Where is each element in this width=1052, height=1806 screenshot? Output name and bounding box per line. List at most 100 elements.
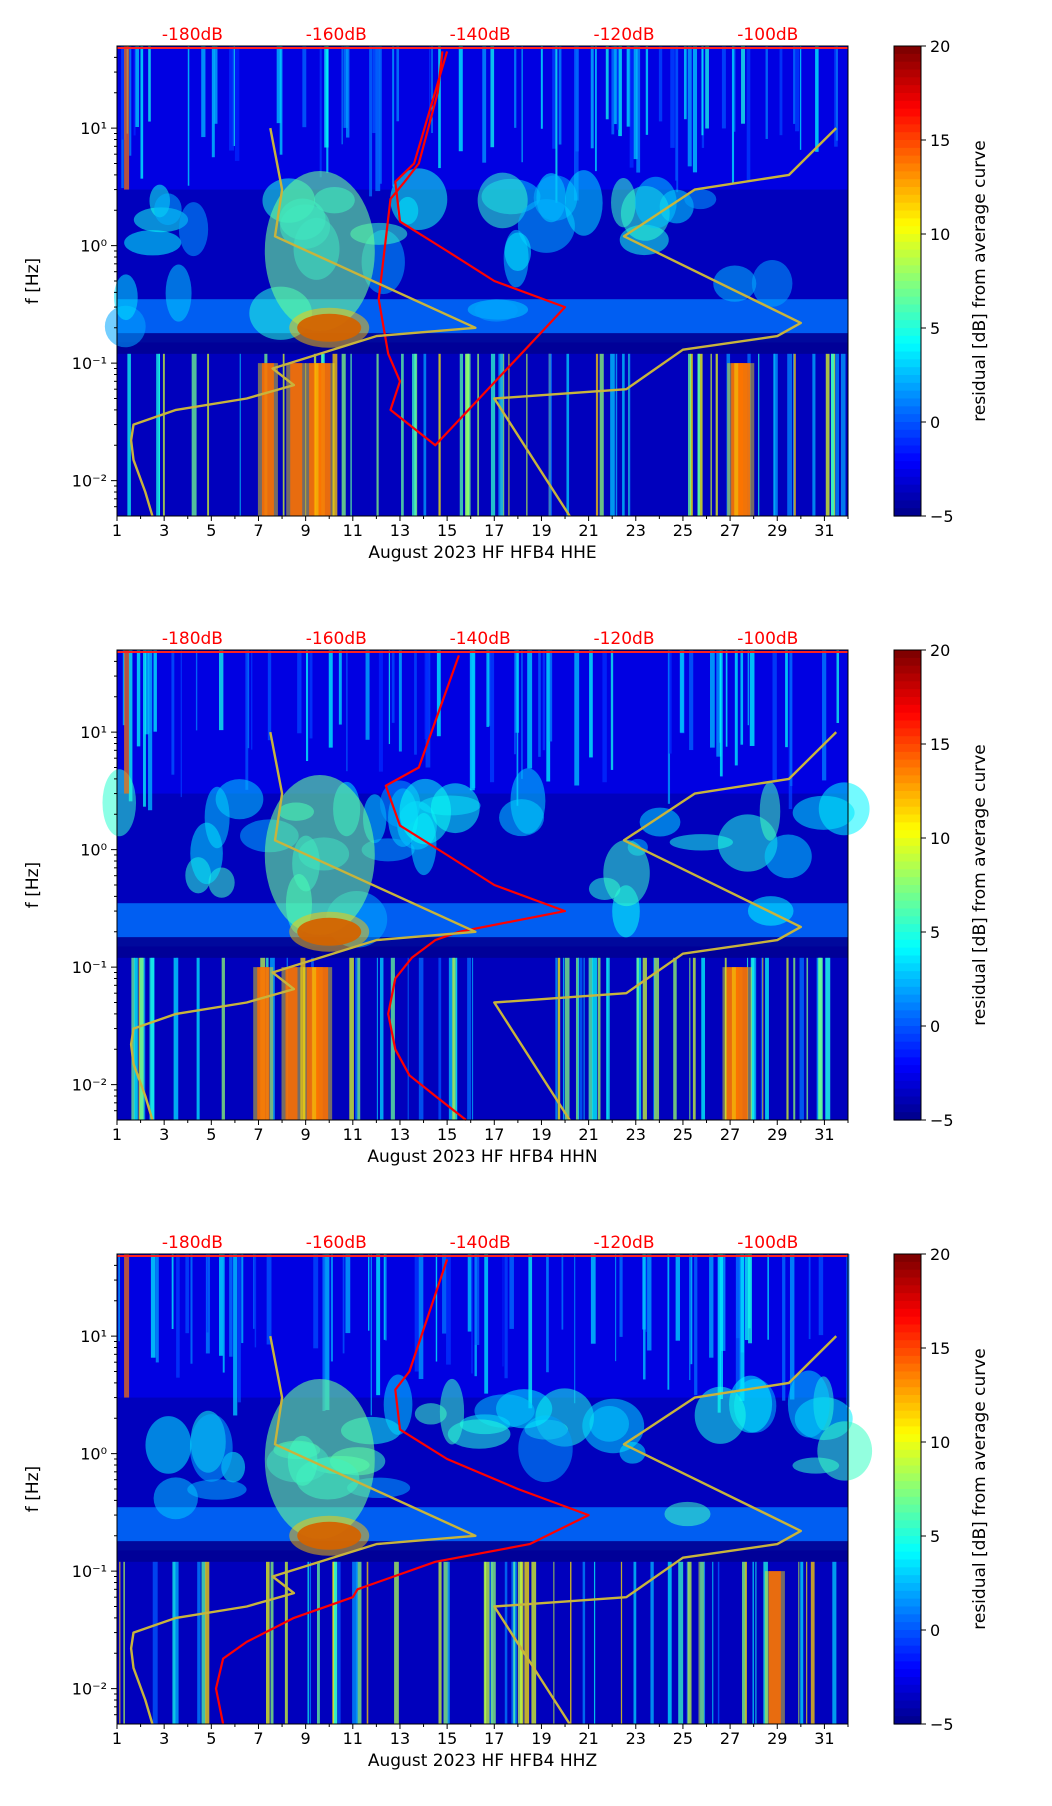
heatmap-stripe — [129, 46, 132, 156]
heatmap-stripe — [546, 650, 551, 782]
colorbar-segment — [894, 461, 921, 470]
colorbar-segment — [894, 908, 921, 917]
colorbar-segment — [894, 877, 921, 886]
colorbar-segment — [894, 689, 921, 698]
heatmap-stripe — [355, 957, 358, 1120]
heatmap-stripe — [733, 46, 736, 132]
colorbar-segment — [894, 932, 921, 941]
colorbar-tick-label: 5 — [930, 923, 940, 942]
heatmap-stripe — [438, 46, 441, 169]
heatmap-stripe — [755, 1561, 757, 1724]
colorbar-tick-label: −5 — [930, 1715, 954, 1734]
heatmap-stripe — [418, 1254, 424, 1380]
heatmap-blob — [787, 1370, 830, 1438]
heatmap-stripe — [490, 353, 496, 516]
heatmap-stripe — [622, 353, 625, 516]
colorbar-segment — [894, 704, 921, 714]
heatmap-stripe — [162, 353, 165, 516]
heatmap-stripe — [570, 1561, 572, 1724]
heatmap-stripe — [588, 957, 593, 1120]
colorbar-segment — [894, 210, 921, 219]
db-scale-label: -160dB — [306, 25, 367, 45]
x-tick-label: 21 — [578, 1125, 598, 1144]
colorbar-segment — [894, 375, 921, 384]
heatmap-stripe — [610, 353, 615, 516]
colorbar-segment — [894, 1073, 921, 1082]
db-scale-label: -180dB — [162, 629, 223, 649]
colorbar-segment — [894, 1504, 921, 1514]
heatmap-stripe — [636, 46, 641, 173]
heatmap-texture — [104, 46, 848, 516]
colorbar-segment — [894, 744, 921, 753]
heatmap-stripe — [486, 650, 490, 727]
colorbar-segment — [894, 712, 921, 722]
colorbar-segment — [894, 1716, 921, 1725]
heatmap-stripe — [590, 1254, 596, 1344]
colorbar-tick-label: 5 — [930, 319, 940, 338]
heatmap-edge-column — [124, 46, 130, 190]
colorbar-segment — [894, 265, 921, 274]
colorbar-segment — [894, 288, 921, 298]
heatmap-blob — [664, 1501, 711, 1527]
heatmap-stripe — [140, 957, 145, 1120]
heatmap-stripe — [689, 353, 693, 516]
heatmap-stripe — [453, 957, 457, 1120]
x-tick-label: 19 — [531, 1729, 551, 1748]
colorbar-segment — [894, 1348, 921, 1357]
heatmap-stripe — [692, 46, 698, 173]
heatmap-stripe — [309, 650, 313, 739]
colorbar-segment — [894, 1598, 921, 1608]
heatmap-stripe — [579, 957, 583, 1120]
heatmap-blob — [165, 264, 192, 322]
colorbar-segment — [894, 759, 921, 769]
colorbar-segment — [894, 241, 921, 251]
x-tick-label: 15 — [437, 1729, 457, 1748]
colorbar-segment — [894, 1645, 921, 1655]
heatmap-stripe — [793, 353, 795, 516]
heatmap-blob — [634, 176, 677, 229]
heatmap-stripe — [834, 46, 838, 147]
heatmap-stripe — [191, 353, 197, 516]
heatmap-stripe — [446, 1254, 451, 1365]
colorbar-segment — [894, 218, 921, 227]
colorbar-segment — [894, 187, 921, 196]
colorbar-segment — [894, 1308, 921, 1318]
colorbar-segment — [894, 1355, 921, 1365]
heatmap-stripe — [593, 1561, 596, 1724]
colorbar-tick-label: −5 — [930, 1111, 954, 1130]
heatmap-stripe — [133, 46, 136, 136]
heatmap-stripe — [474, 1254, 480, 1345]
heatmap-blob — [517, 199, 575, 253]
heatmap-stripe — [366, 1561, 369, 1724]
heatmap-stripe — [812, 353, 816, 516]
heatmap-blob — [504, 232, 532, 272]
heatmap-stripe — [442, 1254, 447, 1334]
x-tick-label: 3 — [159, 1729, 169, 1748]
heatmap-stripe — [739, 1254, 745, 1401]
colorbar-segment — [894, 155, 921, 165]
heatmap-stripe — [719, 650, 723, 777]
heatmap-stripe — [270, 957, 275, 1120]
colorbar-segment — [894, 445, 921, 454]
heatmap-stripe — [615, 353, 618, 516]
heatmap-stripe — [793, 957, 796, 1120]
colorbar-segment — [894, 657, 921, 667]
heatmap-blob — [759, 782, 781, 841]
x-tick-label: 25 — [673, 1729, 693, 1748]
heatmap-stripe — [284, 1561, 288, 1724]
heatmap-stripe — [245, 650, 249, 790]
y-tick-label: 10¹ — [80, 119, 107, 138]
colorbar-segment — [894, 806, 921, 816]
heatmap-stripe — [305, 650, 309, 762]
colorbar-segment — [894, 500, 921, 509]
heatmap-stripe — [477, 353, 480, 516]
x-tick-label: 29 — [767, 1125, 787, 1144]
heatmap-stripe — [700, 1561, 705, 1724]
heatmap-stripe — [218, 650, 224, 731]
heatmap-stripe — [650, 1561, 654, 1724]
colorbar-segment — [894, 492, 921, 501]
heatmap-stripe — [772, 650, 777, 780]
colorbar-segment — [894, 46, 921, 55]
x-tick-label: 17 — [484, 1729, 504, 1748]
